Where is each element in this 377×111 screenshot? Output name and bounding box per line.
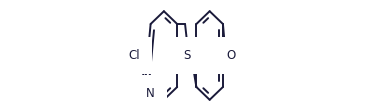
Text: Cl: Cl bbox=[129, 49, 141, 62]
Text: O: O bbox=[227, 49, 236, 62]
Text: S: S bbox=[184, 49, 191, 62]
Text: N: N bbox=[146, 87, 155, 100]
